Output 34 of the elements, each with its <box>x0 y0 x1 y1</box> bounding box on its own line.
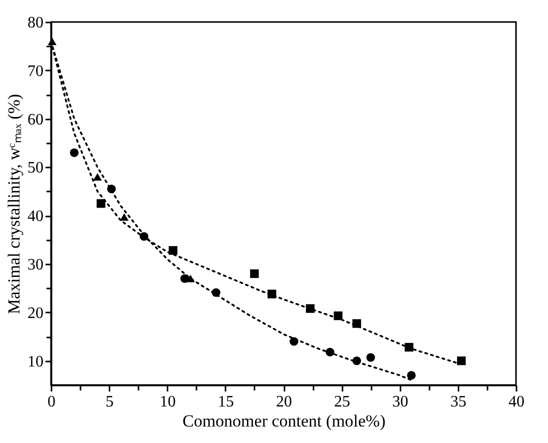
y-tick-label: 80 <box>28 14 44 32</box>
y-tick-label: 60 <box>28 111 44 128</box>
point <box>186 274 195 282</box>
point <box>306 304 315 313</box>
x-tick-label: 0 <box>48 394 56 410</box>
y-tick-label: 70 <box>28 62 44 80</box>
point <box>168 246 178 255</box>
x-tick-label: 25 <box>334 394 350 410</box>
point <box>366 353 376 362</box>
point <box>404 342 414 352</box>
x-tick-label: 5 <box>106 394 114 410</box>
y-tick-label: 10 <box>28 353 44 370</box>
x-tick-label: 30 <box>392 394 408 410</box>
x-axis-title: Comonomer content (mole%) <box>182 412 386 430</box>
x-tick-label: 35 <box>450 394 466 410</box>
y-axis-title: Maximal crystallinity, wᶜₘₐₓ (%) <box>4 94 24 314</box>
x-tick-label: 20 <box>276 394 292 410</box>
y-tick-label: 50 <box>28 160 44 177</box>
point <box>93 173 102 181</box>
point <box>70 148 79 157</box>
point <box>120 213 129 221</box>
y-tick-label: 30 <box>28 256 44 274</box>
x-tick-label: 10 <box>160 394 176 410</box>
point <box>407 371 416 380</box>
point <box>352 319 362 328</box>
x-tick-label: 40 <box>508 394 524 410</box>
point <box>250 269 259 278</box>
point <box>457 356 466 366</box>
y-tick-label: 20 <box>28 304 44 322</box>
y-tick-label: 40 <box>28 208 44 226</box>
point <box>268 290 276 298</box>
point <box>334 311 342 320</box>
point <box>96 199 106 208</box>
x-tick-label: 15 <box>218 394 234 410</box>
